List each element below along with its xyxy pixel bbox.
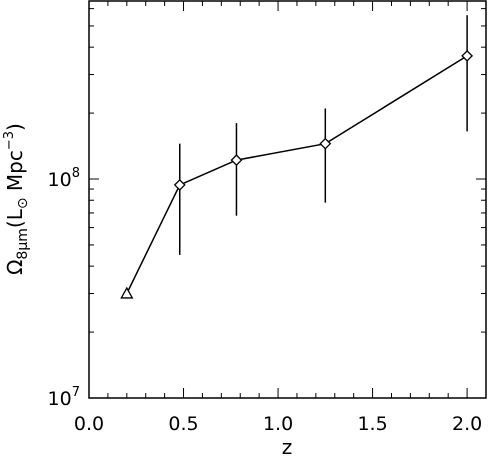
x-tick-label: 2.0	[452, 413, 482, 435]
y-axis-ticks: 107 108	[48, 8, 486, 410]
data-point-diamond	[230, 154, 243, 167]
x-tick-label: 1.0	[263, 413, 293, 435]
x-tick-label: 0.5	[168, 413, 198, 435]
y-tick-label: 108	[48, 166, 80, 191]
x-tick-label: 0.0	[74, 413, 104, 435]
y-axis-label: Ω8μm(L⊙ Mpc−3)	[2, 123, 31, 275]
data-point-diamond	[461, 49, 474, 62]
x-axis-label: z	[282, 435, 293, 459]
series-layer	[120, 15, 474, 299]
data-point-diamond	[319, 137, 332, 150]
plot-frame	[88, 0, 487, 399]
x-tick-label: 1.5	[357, 413, 387, 435]
y-tick-label: 107	[48, 385, 80, 410]
series-line	[126, 55, 468, 294]
data-point-diamond	[173, 178, 186, 191]
data-point-triangle	[120, 286, 134, 299]
x-axis-ticks: 0.0 0.5 1.0 1.5 2.0	[74, 1, 487, 435]
